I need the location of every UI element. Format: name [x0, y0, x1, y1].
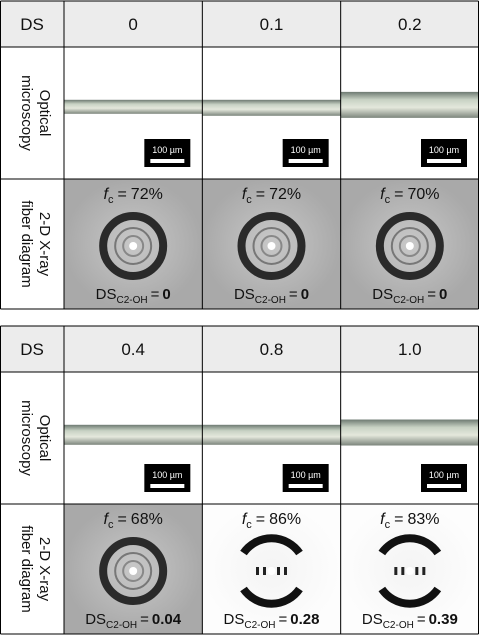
row-label: Optical: [36, 90, 53, 137]
ds-symbol: DS: [372, 286, 393, 303]
ds-symbol: DS: [234, 286, 255, 303]
figure: DSOpticalmicroscopy2-D X-rayfiber diagra…: [0, 0, 479, 636]
equals: =: [427, 286, 436, 303]
equals: =: [417, 611, 426, 628]
fc-subscript: c: [246, 519, 252, 531]
scale-bar-label: 100 µm: [152, 470, 182, 480]
equals: =: [151, 286, 160, 303]
ds-subscript: C2-OH: [244, 620, 275, 631]
ds-value: 0: [128, 15, 137, 34]
row-label: microscopy: [18, 75, 35, 151]
fc-value: 72%: [131, 186, 163, 203]
xray-reflection: [415, 567, 418, 575]
xray-reflection: [277, 567, 280, 575]
equals: =: [394, 511, 403, 528]
scale-bar-label: 100 µm: [429, 145, 459, 155]
fc-value: 70%: [407, 186, 439, 203]
row-label: 2-D X-ray: [36, 212, 53, 277]
scale-bar: [150, 159, 184, 163]
fc-subscript: c: [108, 194, 114, 206]
row-label: microscopy: [18, 400, 35, 476]
equals: =: [279, 611, 288, 628]
equals: =: [394, 186, 403, 203]
fc-value: 68%: [131, 511, 163, 528]
xray-reflection: [422, 567, 425, 575]
scale-bar: [427, 484, 461, 488]
fc-value: 83%: [407, 511, 439, 528]
fc-subscript: c: [385, 519, 391, 531]
ds-subscript: C2-OH: [116, 295, 147, 306]
ds-c2oh-value: 0: [162, 286, 170, 303]
fiber-band: [341, 92, 479, 118]
equals: =: [289, 286, 298, 303]
fiber-band: [64, 100, 202, 114]
ds-c2oh-value: 0.28: [290, 611, 319, 628]
xray-center: [268, 242, 276, 250]
row-label: 2-D X-ray: [36, 537, 53, 602]
xray-center: [129, 567, 137, 575]
equals: =: [117, 186, 126, 203]
ds-value: 0.1: [260, 15, 284, 34]
row-label: DS: [20, 15, 44, 34]
ds-c2oh-value: 0: [301, 286, 309, 303]
xray-reflection: [263, 567, 266, 575]
fc-value: 86%: [269, 511, 301, 528]
fiber-band: [202, 425, 340, 445]
equals: =: [256, 511, 265, 528]
equals: =: [256, 186, 265, 203]
ds-c2oh-value: 0: [439, 286, 447, 303]
scale-bar: [150, 484, 184, 488]
xray-center: [406, 242, 414, 250]
ds-subscript: C2-OH: [393, 295, 424, 306]
fc-subscript: c: [246, 194, 252, 206]
scale-bar: [427, 159, 461, 163]
scale-bar: [289, 484, 323, 488]
scale-bar: [289, 159, 323, 163]
ds-c2oh-value: 0.39: [429, 611, 458, 628]
xray-center: [268, 567, 276, 575]
ds-subscript: C2-OH: [383, 620, 414, 631]
ds-subscript: C2-OH: [255, 295, 286, 306]
ds-symbol: DS: [96, 286, 117, 303]
row-label: DS: [20, 340, 44, 359]
row-label: fiber diagram: [18, 525, 35, 613]
row-label: Optical: [36, 415, 53, 462]
ds-value: 0.4: [121, 340, 145, 359]
ds-c2oh-value: 0.04: [152, 611, 182, 628]
fc-subscript: c: [385, 194, 391, 206]
fiber-band: [202, 100, 340, 116]
xray-center: [406, 567, 414, 575]
xray-reflection: [284, 567, 287, 575]
ds-value: 1.0: [398, 340, 422, 359]
fiber-band: [341, 420, 479, 446]
scale-bar-label: 100 µm: [291, 470, 321, 480]
scale-bar-label: 100 µm: [152, 145, 182, 155]
fc-subscript: c: [108, 519, 114, 531]
xray-center: [129, 242, 137, 250]
ds-subscript: C2-OH: [106, 620, 137, 631]
fiber-band: [64, 425, 202, 445]
row-label: fiber diagram: [18, 200, 35, 288]
fc-value: 72%: [269, 186, 301, 203]
xray-reflection: [401, 567, 404, 575]
scale-bar-label: 100 µm: [429, 470, 459, 480]
equals: =: [117, 511, 126, 528]
ds-value: 0.8: [260, 340, 284, 359]
ds-symbol: DS: [85, 611, 106, 628]
ds-value: 0.2: [398, 15, 422, 34]
xray-reflection: [394, 567, 397, 575]
scale-bar-label: 100 µm: [291, 145, 321, 155]
xray-reflection: [256, 567, 259, 575]
equals: =: [140, 611, 149, 628]
ds-symbol: DS: [362, 611, 383, 628]
ds-symbol: DS: [224, 611, 245, 628]
